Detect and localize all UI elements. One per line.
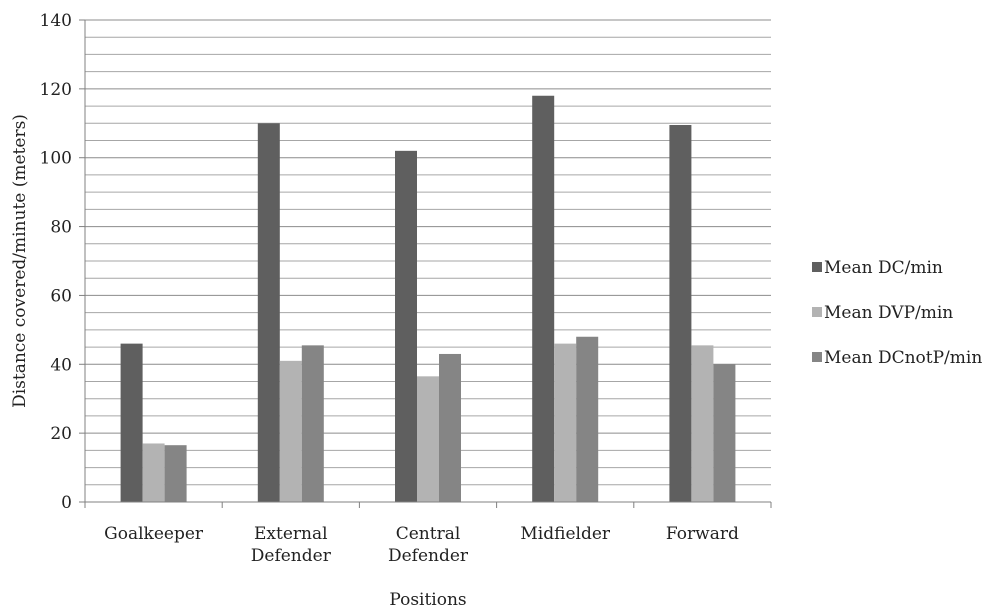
x-tick-label-line: Forward bbox=[666, 524, 739, 544]
y-tick-label: 120 bbox=[40, 80, 72, 100]
bar bbox=[279, 360, 302, 502]
x-tick-label-line: Goalkeeper bbox=[104, 524, 204, 544]
axes bbox=[79, 19, 772, 508]
x-tick-label: Midfielder bbox=[520, 524, 611, 544]
y-tick-label: 80 bbox=[50, 218, 72, 238]
legend-swatch bbox=[812, 352, 822, 362]
x-tick-label: Forward bbox=[666, 524, 739, 544]
bar bbox=[301, 345, 324, 502]
legend-label: Mean DC/min bbox=[824, 258, 943, 278]
bar bbox=[417, 376, 439, 502]
y-tick-label: 0 bbox=[61, 493, 72, 513]
legend-swatch bbox=[812, 307, 822, 317]
y-tick-label: 20 bbox=[50, 424, 72, 444]
y-axis-title: Distance covered/minute (meters) bbox=[10, 114, 30, 408]
bar bbox=[669, 125, 692, 502]
bar bbox=[576, 336, 599, 502]
bar bbox=[439, 353, 461, 502]
y-tick-label: 40 bbox=[50, 355, 72, 375]
bar bbox=[691, 345, 714, 502]
bar bbox=[142, 443, 165, 502]
gridlines bbox=[85, 19, 771, 486]
x-tick-label-line: Midfielder bbox=[520, 524, 611, 544]
x-tick-label: External Defender bbox=[251, 524, 332, 566]
legend-swatch bbox=[812, 262, 822, 272]
bar bbox=[164, 445, 187, 502]
x-tick-label-line: Defender bbox=[388, 546, 469, 566]
x-tick-label-line: Central bbox=[396, 524, 461, 544]
bar bbox=[120, 343, 143, 502]
legend-label: Mean DCnotP/min bbox=[824, 348, 982, 368]
y-tick-label: 140 bbox=[40, 11, 72, 31]
x-tick-label: Goalkeeper bbox=[104, 524, 204, 544]
bar bbox=[532, 95, 555, 502]
x-tick-label-line: External bbox=[254, 524, 328, 544]
x-axis-title: Positions bbox=[389, 590, 466, 609]
legend-label: Mean DVP/min bbox=[824, 303, 953, 323]
legend: Mean DC/min Mean DVP/min Mean DCnotP/min bbox=[812, 258, 982, 368]
x-tick-label: Central Defender bbox=[388, 524, 469, 566]
bar bbox=[554, 343, 577, 502]
bar bbox=[713, 364, 736, 502]
bar bbox=[395, 150, 417, 503]
bars bbox=[120, 95, 736, 503]
y-tick-label: 100 bbox=[40, 149, 72, 169]
y-tick-labels: 0 20 40 60 80 100 120 140 bbox=[40, 11, 72, 513]
x-tick-label-line: Defender bbox=[251, 546, 332, 566]
bar bbox=[257, 123, 280, 503]
y-tick-label: 60 bbox=[50, 286, 72, 306]
